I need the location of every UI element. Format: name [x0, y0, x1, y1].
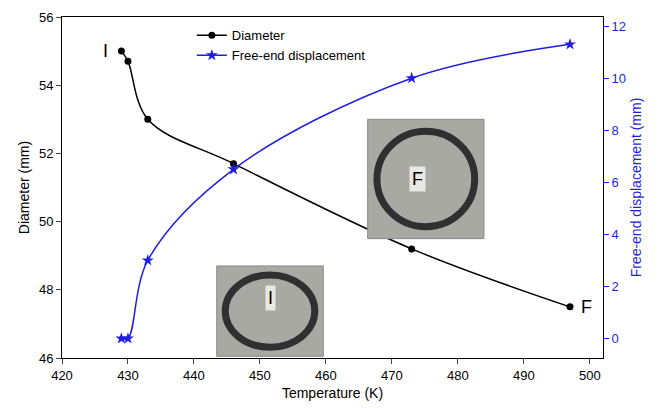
svg-text:480: 480 — [447, 368, 469, 383]
svg-text:F: F — [412, 169, 423, 189]
svg-text:Free-end displacement (mm): Free-end displacement (mm) — [628, 98, 644, 278]
svg-text:52: 52 — [39, 146, 53, 161]
svg-text:54: 54 — [39, 78, 53, 93]
svg-text:Diameter: Diameter — [232, 28, 285, 43]
svg-text:470: 470 — [381, 368, 403, 383]
svg-text:F: F — [581, 297, 592, 317]
svg-text:500: 500 — [579, 368, 601, 383]
svg-text:450: 450 — [249, 368, 271, 383]
svg-text:420: 420 — [51, 368, 73, 383]
svg-text:Temperature (K): Temperature (K) — [282, 385, 383, 401]
svg-text:48: 48 — [39, 282, 53, 297]
svg-text:46: 46 — [39, 351, 53, 366]
svg-text:430: 430 — [117, 368, 139, 383]
svg-text:2: 2 — [612, 279, 619, 294]
svg-text:Free-end displacement: Free-end displacement — [232, 48, 365, 63]
svg-text:490: 490 — [513, 368, 535, 383]
svg-text:I: I — [103, 41, 108, 61]
svg-text:440: 440 — [183, 368, 205, 383]
svg-text:I: I — [268, 288, 273, 308]
svg-text:6: 6 — [612, 175, 619, 190]
svg-text:12: 12 — [612, 19, 626, 34]
svg-text:10: 10 — [612, 71, 626, 86]
svg-text:8: 8 — [612, 123, 619, 138]
svg-text:460: 460 — [315, 368, 337, 383]
svg-text:Diameter (mm): Diameter (mm) — [16, 141, 32, 234]
svg-text:0: 0 — [612, 331, 619, 346]
svg-text:56: 56 — [39, 10, 53, 25]
svg-text:4: 4 — [612, 227, 619, 242]
svg-text:50: 50 — [39, 214, 53, 229]
